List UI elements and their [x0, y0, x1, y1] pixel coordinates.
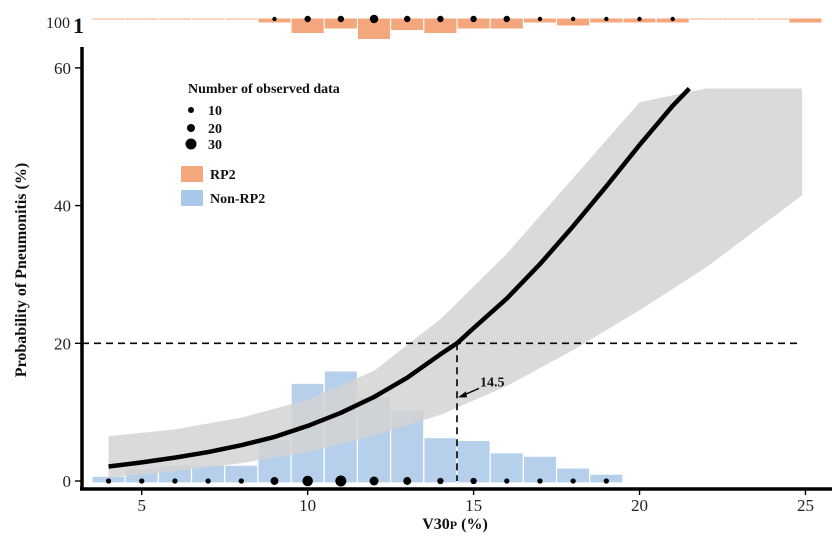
non-rp2-point: [205, 478, 211, 484]
rp2-bar: [788, 17, 823, 24]
rp2-bar: [224, 17, 259, 21]
rp2-bar: [191, 17, 226, 21]
non-rp2-point: [437, 477, 444, 485]
legend-size-10-label: 10: [208, 104, 222, 119]
rp2-bar: [157, 17, 193, 21]
annotation-label: 14.5: [480, 375, 505, 390]
y-tick-label: 40: [54, 197, 71, 216]
rp2-bar: [721, 17, 757, 21]
y-tick-label: 20: [54, 334, 71, 353]
top-panel-tick-1: 1: [73, 13, 84, 38]
x-axis-ticks: 5 10 15 20 25: [137, 489, 814, 515]
legend-non-rp2-label: Non-RP2: [210, 192, 265, 207]
non-rp2-point: [504, 478, 510, 484]
probability-curve: [108, 86, 691, 469]
top-panel-tick-100: 100: [46, 15, 70, 32]
x-axis-title-subscript: P: [450, 518, 457, 532]
rp2-bar: [124, 17, 159, 21]
non-rp2-observed-points: [105, 475, 609, 487]
rp2-point: [437, 15, 444, 23]
rp2-histogram: [91, 17, 823, 40]
rp2-point: [570, 16, 576, 22]
legend-size-20-label: 20: [208, 122, 222, 137]
rp2-point: [503, 15, 510, 23]
rp2-point: [470, 15, 477, 23]
rp2-point: [337, 15, 345, 23]
non-rp2-point: [369, 476, 379, 486]
y-axis-title: Probability of Pneumonitis (%): [13, 163, 30, 377]
y-axis-ticks: 0 20 40 60: [54, 59, 82, 491]
x-tick-label: 20: [631, 496, 648, 515]
x-tick-label: 25: [797, 496, 814, 515]
rp2-point: [272, 16, 277, 22]
annotation-arrowhead: [458, 391, 467, 398]
legend-size-20-marker: [187, 124, 195, 132]
x-tick-label: 15: [465, 496, 482, 515]
main-plot-panel: 14.5 0 20 40 60 5 10 15 20 25 Probability of Pn…: [13, 47, 832, 533]
non-rp2-point: [470, 477, 477, 485]
rp2-point: [670, 16, 675, 22]
x-tick-label: 5: [137, 496, 146, 515]
legend: Number of observed data 10 20 30 RP2 Non…: [181, 82, 340, 207]
y-tick-label: 60: [54, 59, 71, 78]
non-rp2-point: [335, 475, 347, 487]
confidence-band: [108, 88, 803, 478]
rp2-point: [604, 16, 609, 22]
non-rp2-point: [270, 477, 279, 485]
legend-rp2-label: RP2: [210, 168, 236, 183]
x-axis-title: V30P (%): [422, 516, 488, 533]
non-rp2-point: [570, 478, 576, 484]
non-rp2-point: [105, 478, 112, 484]
rp2-marginal-panel: 100 1: [46, 13, 823, 40]
y-tick-label: 0: [63, 472, 72, 491]
x-axis-title-unit: (%): [457, 516, 488, 533]
axes: [80, 47, 832, 491]
threshold-annotation: 14.5: [458, 375, 505, 398]
non-rp2-point: [403, 477, 412, 485]
rp2-bar: [688, 17, 723, 21]
legend-size-30-label: 30: [208, 138, 222, 153]
legend-rp2-swatch: [181, 166, 203, 182]
rp2-point: [637, 16, 642, 22]
rp2-bar: [91, 17, 126, 21]
rp2-point: [537, 16, 543, 22]
non-rp2-point: [302, 475, 313, 487]
legend-size-30-marker: [185, 138, 197, 150]
legend-title: Number of observed data: [188, 82, 340, 97]
x-axis-title-main: V30: [422, 516, 450, 533]
non-rp2-bar: [456, 439, 491, 484]
non-rp2-point: [139, 478, 145, 484]
legend-non-rp2-swatch: [181, 190, 203, 206]
legend-size-10-marker: [188, 107, 194, 113]
non-rp2-point: [238, 478, 244, 484]
non-rp2-point: [603, 478, 609, 484]
non-rp2-point: [172, 478, 178, 484]
non-rp2-bar: [423, 437, 458, 484]
rp2-bar: [755, 17, 790, 21]
x-tick-label: 10: [299, 496, 316, 515]
rp2-point: [304, 15, 311, 23]
rp2-point: [369, 14, 379, 24]
rp2-point: [404, 15, 411, 23]
non-rp2-point: [537, 478, 543, 484]
rp2-observed-points: [272, 14, 675, 24]
